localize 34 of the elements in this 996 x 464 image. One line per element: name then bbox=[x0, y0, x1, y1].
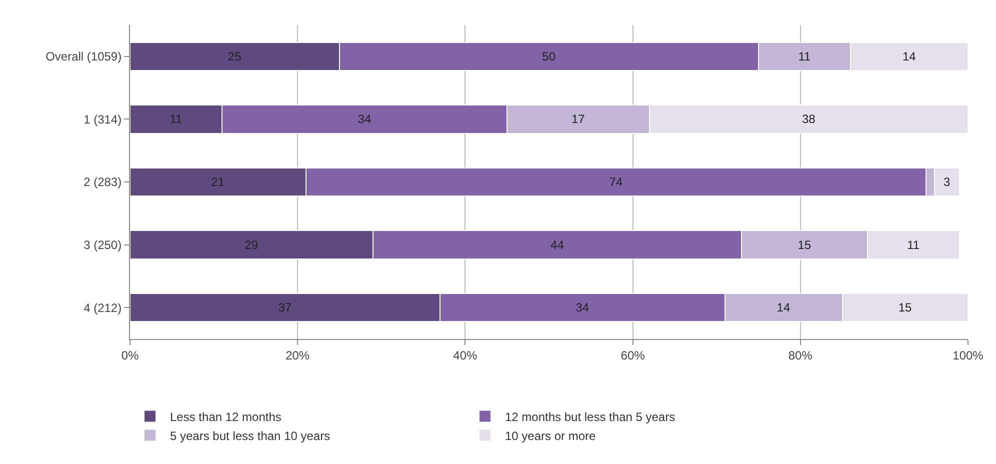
data-label: 44 bbox=[550, 238, 564, 252]
x-tick-label: 100% bbox=[952, 348, 984, 362]
x-tick-label: 40% bbox=[453, 348, 478, 362]
data-label: 74 bbox=[609, 175, 623, 189]
data-label: 37 bbox=[278, 300, 292, 315]
y-tick-label: Overall (1059) bbox=[46, 50, 122, 64]
data-label: 3 bbox=[944, 175, 951, 189]
x-tick-label: 60% bbox=[620, 348, 646, 362]
data-label: 15 bbox=[798, 238, 812, 252]
x-tick-label: 20% bbox=[286, 348, 310, 362]
x-tick-label: 80% bbox=[788, 348, 813, 362]
data-label: 25 bbox=[228, 49, 242, 64]
legend-label: 12 months but less than 5 years bbox=[505, 410, 676, 424]
data-label: 50 bbox=[542, 49, 556, 64]
legend-label: 5 years but less than 10 years bbox=[170, 428, 330, 443]
data-label: 34 bbox=[576, 300, 590, 315]
data-label: 14 bbox=[776, 300, 790, 315]
data-label: 11 bbox=[798, 49, 811, 64]
data-label: 21 bbox=[211, 175, 225, 189]
x-tick-label: 0% bbox=[121, 348, 139, 362]
data-label: 38 bbox=[802, 112, 816, 126]
legend-label: 10 years or more bbox=[505, 428, 596, 443]
legend-label: Less than 12 months bbox=[170, 410, 282, 424]
data-label: 11 bbox=[170, 112, 182, 126]
y-tick-label: 1 (314) bbox=[84, 112, 122, 126]
data-label: 14 bbox=[902, 49, 916, 64]
y-tick-label: 3 (250) bbox=[84, 238, 122, 252]
data-label: 17 bbox=[571, 112, 586, 126]
y-tick-label: 2 (283) bbox=[84, 175, 122, 190]
data-label: 15 bbox=[898, 300, 912, 315]
y-tick-label: 4 (212) bbox=[84, 300, 122, 315]
data-label: 29 bbox=[244, 238, 258, 252]
data-label: 34 bbox=[358, 112, 372, 126]
data-label: 11 bbox=[907, 238, 920, 252]
